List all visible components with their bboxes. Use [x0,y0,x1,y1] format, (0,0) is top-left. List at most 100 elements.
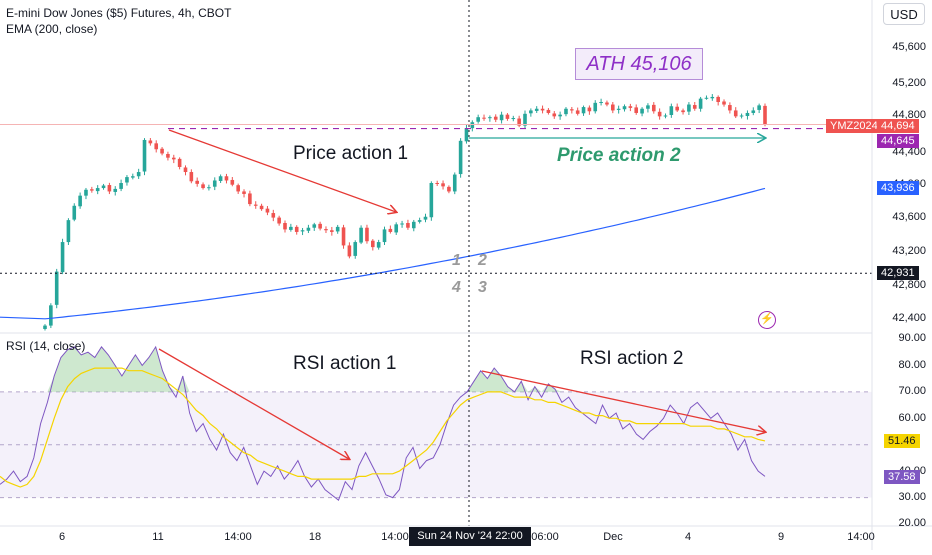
candle-body [195,180,199,184]
candle-body [757,105,761,110]
candle-body [464,128,469,142]
candle-body [452,174,457,192]
candle-body [570,109,574,111]
candle-body [458,140,463,175]
candle-body [107,185,112,192]
candle-body [728,105,732,111]
candle-body [523,113,527,126]
rsi-overbought-fill [0,346,765,392]
rsi-ma-tag: 51.46 [884,434,920,448]
symbol-price-tag: YMZ2024 [826,119,882,133]
candle-body [318,223,322,229]
candle-body [447,186,451,192]
candle-body [599,102,603,103]
candle-body [131,176,135,178]
candle-body [511,118,516,120]
candle-body [125,177,129,183]
rsi-action-2-arrow [481,370,765,432]
candle-body [43,325,47,329]
currency-button[interactable]: USD [883,3,925,25]
time-tick: 11 [152,531,164,543]
candle-body [441,183,445,187]
candle-body [54,271,59,305]
candle-body [259,205,264,210]
candle-body [499,114,504,121]
rsi-action-2-label: RSI action 2 [580,348,684,369]
candle-body [207,187,211,189]
time-tick: 14:00 [381,531,409,543]
candle-body [558,114,562,117]
candle-body [371,240,375,248]
candle-body [271,213,276,218]
candle-body [411,221,416,229]
candle-body [482,117,486,119]
rsi-action-1-label: RSI action 1 [293,353,397,374]
candle-body [306,227,311,231]
candle-body [382,229,387,243]
price-tick: 44,800 [892,109,926,121]
candle-body [634,107,639,113]
rsi-band-background [0,391,872,499]
candle-body [341,227,346,246]
candle-body [136,172,141,177]
crosshair-price-tag: 42,931 [877,266,919,280]
price-tick: 43,600 [892,211,926,223]
time-tick: Dec [603,531,623,543]
candle-body [388,228,393,232]
candle-body [611,104,615,111]
candle-body [605,102,609,105]
level-price-tag: 44,645 [877,134,919,148]
candle-body [166,153,170,158]
time-tick: 14:00 [847,531,875,543]
price-action-2-label: Price action 2 [557,145,681,166]
candle-body [283,222,287,230]
candle-body [60,242,65,273]
time-tick: 06:00 [531,531,559,543]
rsi-tick: 20.00 [898,517,926,529]
time-tick: 9 [777,531,785,543]
candle-body [95,188,100,192]
symbol-title[interactable]: E-mini Dow Jones ($5) Futures, 4h, CBOT [6,6,232,20]
candle-body [651,104,656,112]
rsi-tick: 90.00 [898,332,926,344]
price-action-1-label: Price action 1 [293,143,409,164]
candle-body [49,305,53,326]
candle-body [581,107,586,114]
candle-body [417,220,422,222]
candle-body [171,157,176,160]
candle-body [324,229,328,231]
candle-body [429,183,434,218]
candle-body [435,183,439,184]
candle-body [593,102,598,112]
candle-body [540,108,545,111]
candle-body [224,176,229,181]
wave-label-4: 4 [452,279,461,296]
candle-body [236,185,240,192]
candle-body [517,118,521,126]
price-layer [0,94,872,331]
wave-label-3: 3 [478,279,487,296]
candle-body [265,208,270,213]
candle-body [90,189,94,191]
candle-body [400,223,404,225]
candle-body [242,191,246,194]
candle-body [470,122,475,129]
candle-body [66,220,71,243]
candle-body [529,110,533,114]
rsi-tick: 60.00 [898,412,926,424]
price-tick: 44,400 [892,146,926,158]
candle-body [142,139,147,172]
lightning-icon[interactable]: ⚡ [758,311,776,329]
rsi-indicator-label[interactable]: RSI (14, close) [6,339,86,353]
wave-label-2: 2 [478,252,487,269]
candle-body [476,117,480,122]
candle-body [733,110,738,117]
drawings-layer [158,0,765,526]
candle-body [359,227,363,243]
candle-body [312,224,317,228]
candle-body [663,115,668,117]
price-tick: 45,600 [892,41,926,53]
ema-indicator-label[interactable]: EMA (200, close) [6,22,98,36]
candle-body [628,106,633,108]
